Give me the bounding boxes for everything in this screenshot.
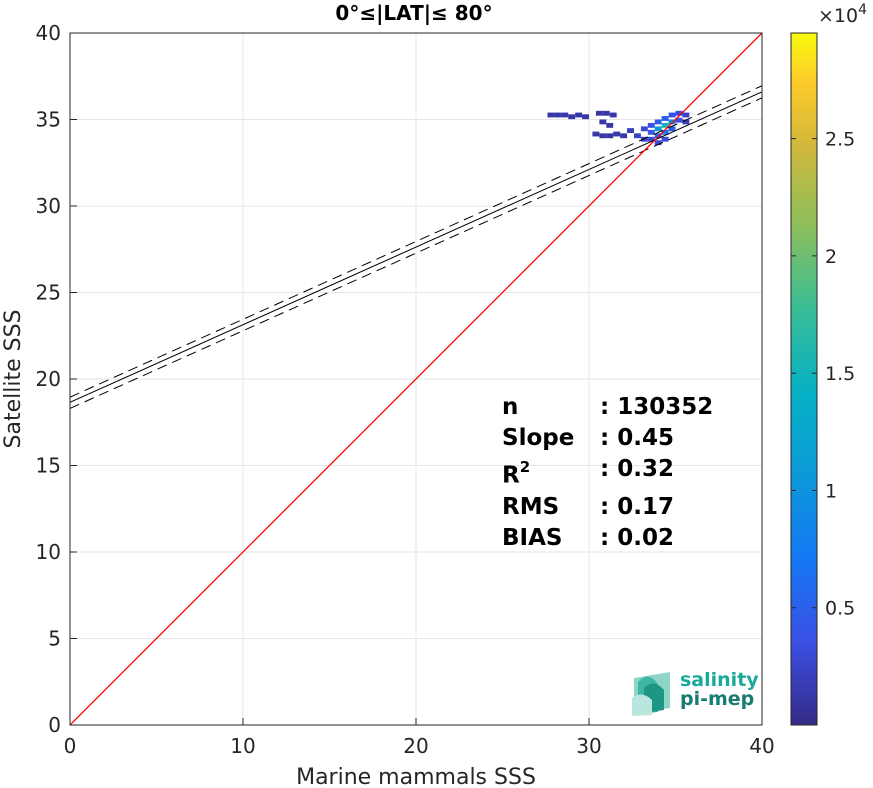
density-cell [592,131,600,137]
stat-label: RMS [502,493,560,520]
y-tick-label: 30 [36,194,61,218]
y-axis-ticks: 0 5 10 15 20 25 30 35 40 [36,21,77,737]
density-cell [661,129,669,135]
density-cells [547,110,690,146]
identity-line [70,33,762,725]
fit-lines [70,33,762,725]
salinity-pimep-logo: salinity pi-mep [630,668,760,718]
stat-value: : 0.45 [600,425,674,451]
density-cell [561,112,569,118]
density-cell [654,119,662,125]
density-cell [647,122,655,128]
stat-n: n : 130352 [502,392,713,423]
y-tick-label: 0 [48,713,61,737]
density-cell [661,116,669,121]
density-cell [654,126,662,132]
stat-label-text: R [502,462,520,489]
y-tick-label: 25 [36,281,61,305]
density-cell [599,133,607,139]
density-cell [647,129,655,135]
y-tick-label: 15 [36,454,61,478]
stats-box: n : 130352 Slope : 0.45 R2 : 0.32 RMS : … [502,392,713,554]
density-cell [633,133,641,139]
logo-line1: salinity [680,669,759,691]
density-cell [682,119,690,125]
colorbar-tick-label: 1 [825,480,837,502]
stat-value: : 0.17 [600,493,674,520]
x-tick-label: 30 [576,734,601,758]
stat-value: : 0.02 [600,524,674,551]
confidence-upper-line [70,85,762,398]
stat-label-sup: 2 [519,458,531,476]
density-cell [647,136,655,142]
waves-logo-icon [632,672,670,716]
density-cell [613,131,621,137]
x-axis-label: Marine mammals SSS [296,765,536,788]
density-cell [609,112,617,118]
density-cell [640,126,648,132]
density-cell [582,114,589,120]
density-cell [547,112,555,118]
density-cell [654,133,662,139]
colorbar-tick-label: 2.5 [825,129,855,151]
density-cell [627,128,634,133]
density-cell [599,119,607,125]
stat-slope: Slope : 0.45 [502,423,713,454]
chart-title: 0°≤|LAT|≤ 80° [335,1,492,25]
density-cell [668,119,676,125]
colorbar-tick-label: 2 [825,246,837,268]
density-cell [620,133,628,139]
density-cell [668,112,676,118]
logo-line2: pi-mep [680,688,755,710]
x-axis-ticks: 0 10 20 30 40 [64,718,775,758]
stat-label: BIAS [502,524,563,551]
stat-label: R2 [502,454,600,492]
stat-label: n [502,394,519,420]
density-cell [568,114,576,120]
y-tick-label: 35 [36,108,61,132]
density-cell [575,112,583,118]
density-cell [675,110,683,116]
density-cell [682,112,690,118]
density-cell [606,122,614,128]
stat-bias: BIAS : 0.02 [502,523,713,554]
density-cell [661,136,669,142]
density-cell [668,126,676,132]
colorbar-tick-label: 1.5 [825,363,855,385]
y-tick-label: 20 [36,367,61,391]
x-tick-label: 0 [64,734,77,758]
y-axis-label: Satellite SSS [1,310,26,449]
density-cell [606,133,614,139]
y-tick-label: 10 [36,540,61,564]
y-tick-label: 5 [48,627,61,651]
stat-value: : 130352 [600,394,714,420]
stat-label: Slope [502,425,575,451]
x-tick-label: 40 [749,734,774,758]
regression-line [70,91,762,403]
density-cell [661,122,669,128]
density-cell [654,140,662,146]
colorbar [790,32,818,726]
density-cell [554,112,562,118]
colorbar-tick-label: 0.5 [825,598,855,620]
stat-value: : 0.32 [600,456,674,482]
stat-rms: RMS : 0.17 [502,492,713,523]
density-cell [595,110,603,116]
y-tick-label: 40 [36,21,61,45]
density-cell [675,117,683,123]
colorbar-exponent: ×104 [818,2,867,27]
colorbar-ticks: 0.5 1 1.5 2 2.5 [791,129,855,620]
x-tick-label: 20 [403,734,428,758]
stat-r2: R2 : 0.32 [502,454,713,492]
x-tick-label: 10 [230,734,255,758]
density-cell [602,110,610,116]
confidence-lower-line [70,97,762,409]
